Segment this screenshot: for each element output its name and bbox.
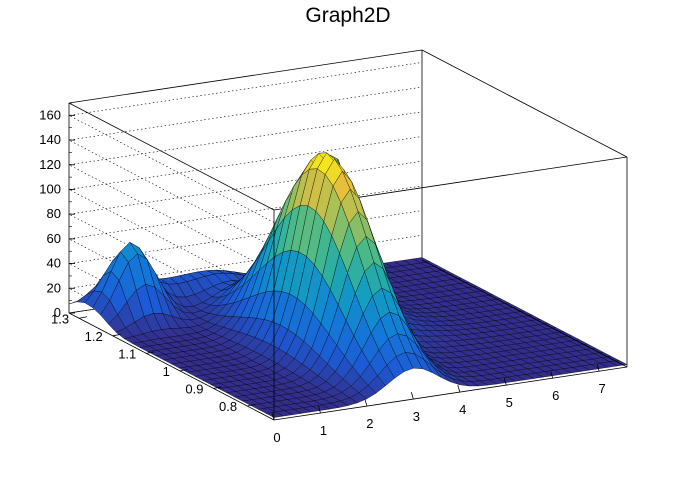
- z-axis-ticks: 0 20 40 60 80 100 120 140 160: [39, 102, 75, 320]
- gridline: [68, 62, 423, 223]
- frame-edge: [68, 102, 275, 211]
- x-tick-mark: [271, 412, 275, 421]
- front-frame: [68, 210, 628, 421]
- x-tick-label: 2: [366, 416, 373, 431]
- y-tick-mark: [213, 386, 222, 389]
- y-tick-mark: [112, 333, 121, 337]
- x-tick-mark: [318, 405, 321, 414]
- y-tick-label: 1.3: [51, 311, 69, 326]
- z-tick-label: 40: [47, 256, 61, 271]
- z-tick-label: 0: [54, 305, 61, 320]
- x-axis-ticks: 0 1 2 3 4 5 6 7: [271, 364, 606, 445]
- chart-title: Graph2D: [305, 4, 391, 27]
- z-tick-label: 100: [39, 181, 61, 196]
- z-tick-label: 80: [47, 206, 61, 221]
- x-tick-mark: [550, 371, 554, 379]
- gridline: [68, 136, 423, 297]
- z-tick-label: 160: [39, 107, 61, 122]
- frame-edge: [273, 366, 628, 421]
- x-tick-mark: [364, 398, 368, 407]
- z-tick-label: 120: [39, 157, 61, 172]
- x-tick-label: 3: [413, 409, 420, 424]
- y-tick-label: 0.8: [219, 399, 237, 414]
- y-tick-label: 1.2: [85, 329, 103, 344]
- y-tick-label: 1.1: [118, 346, 136, 361]
- frame-edge: [421, 49, 628, 158]
- x-tick-mark: [410, 391, 414, 400]
- x-tick-label: 5: [506, 395, 513, 410]
- y-tick-mark: [146, 351, 155, 354]
- gridline: [68, 111, 423, 273]
- x-tick-label: 0: [273, 430, 280, 445]
- x-tick-mark: [596, 364, 600, 372]
- z-tick-label: 140: [39, 132, 61, 147]
- frame-edge: [68, 49, 423, 104]
- x-tick-label: 7: [599, 381, 606, 396]
- x-tick-label: 6: [552, 388, 559, 403]
- x-tick-mark: [457, 384, 461, 393]
- z-tick-label: 60: [47, 231, 61, 246]
- x-tick-label: 1: [320, 423, 327, 438]
- y-tick-mark: [247, 404, 256, 407]
- frame-edge: [68, 312, 275, 421]
- surface-mesh: [68, 152, 628, 418]
- gridline: [68, 86, 423, 248]
- y-tick-label: 1: [163, 364, 170, 379]
- y-axis-ticks: 0.8 0.9 1 1.1 1.2 1.3: [51, 311, 256, 414]
- y-tick-mark: [79, 316, 88, 319]
- y-tick-mark: [179, 368, 188, 372]
- x-tick-mark: [503, 378, 507, 386]
- y-tick-label: 0.9: [185, 381, 203, 396]
- z-tick-label: 20: [47, 280, 61, 295]
- x-tick-label: 4: [459, 402, 466, 417]
- frame-edge: [421, 259, 628, 368]
